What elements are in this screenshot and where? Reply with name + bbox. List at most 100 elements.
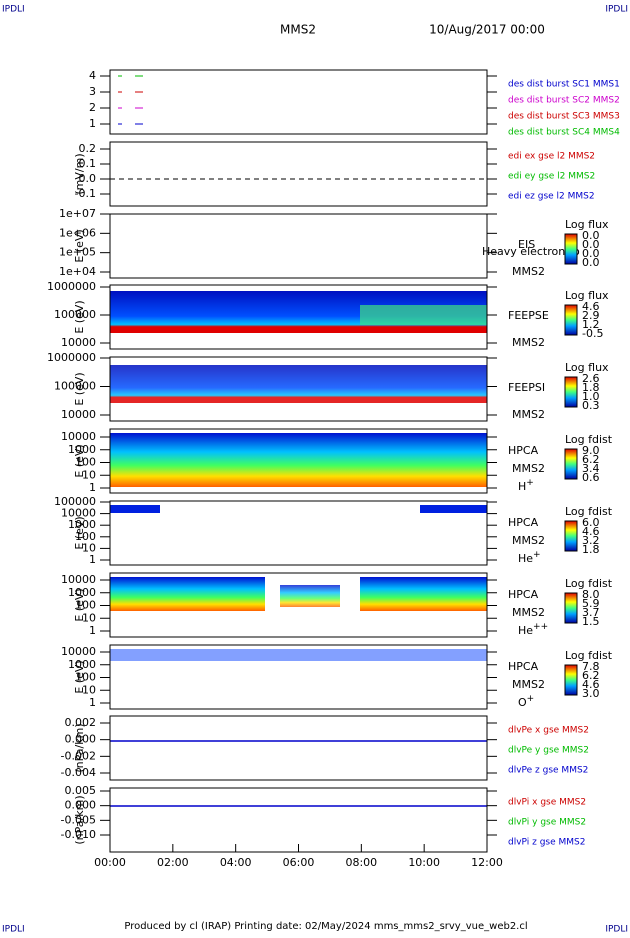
colorbar-label: -0.5 bbox=[582, 327, 603, 340]
probe: MMS2 bbox=[512, 606, 545, 619]
y-tick-label: -0.010 bbox=[61, 828, 96, 841]
y-tick-label: -0.1 bbox=[75, 187, 96, 200]
y-tick-label: 10 bbox=[82, 541, 96, 554]
x-tick-label: 12:00 bbox=[471, 856, 503, 869]
y-tick-label: 1000 bbox=[68, 443, 96, 456]
colorbar-title: Log fdist bbox=[565, 649, 613, 662]
colorbar-title: Log fdist bbox=[565, 577, 613, 590]
colorbar bbox=[564, 664, 578, 696]
corner: IPDLI bbox=[2, 925, 25, 935]
y-tick-label: 1 bbox=[89, 553, 96, 566]
colorbar-title: Log flux bbox=[565, 289, 609, 302]
y-tick-label: 0.1 bbox=[79, 157, 97, 170]
y-tick-label: 100 bbox=[75, 671, 96, 684]
colorbar-label: 3.4 bbox=[582, 462, 600, 475]
panel-frame bbox=[109, 356, 488, 422]
x-tick-label: 00:00 bbox=[94, 856, 126, 869]
colorbar-title: Log flux bbox=[565, 361, 609, 374]
y-tick-label: -0.004 bbox=[61, 766, 96, 779]
colorbar-label: 7.8 bbox=[582, 660, 600, 673]
ion-sup: + bbox=[527, 694, 535, 704]
colorbar-title: Log fdist bbox=[565, 505, 613, 518]
ion: H+ bbox=[518, 478, 534, 494]
y-tick-label: 100000 bbox=[54, 380, 96, 393]
spectrogram bbox=[280, 585, 340, 607]
colorbar-label: 2.9 bbox=[582, 309, 600, 322]
y-tick-label: 0.002 bbox=[65, 716, 97, 729]
instrument: HPCA bbox=[508, 660, 539, 673]
y-tick-label: 0.0 bbox=[79, 172, 97, 185]
probe: MMS2 bbox=[512, 534, 545, 547]
y-tick-label: 0.005 bbox=[65, 784, 97, 797]
y-tick-label: 0.000 bbox=[65, 799, 97, 812]
ion-base: He bbox=[518, 552, 533, 565]
instrument: FEEPSE bbox=[508, 309, 549, 322]
y-tick-label: 10 bbox=[82, 683, 96, 696]
spectrogram bbox=[110, 365, 487, 403]
colorbar-title: Log flux bbox=[565, 218, 609, 231]
legend-entry: dlvPe x gse MMS2 bbox=[508, 726, 589, 736]
colorbar-label: 2.6 bbox=[582, 372, 600, 385]
y-tick-label: 10000 bbox=[61, 408, 96, 421]
y-axis-label: E (eV) bbox=[73, 588, 86, 621]
spectrogram bbox=[110, 505, 160, 513]
legend-entry: des dist burst SC1 MMS1 bbox=[508, 80, 620, 90]
y-tick-label: 10000 bbox=[61, 336, 96, 349]
y-tick-label: 1 bbox=[89, 117, 96, 130]
colorbar-label: 5.9 bbox=[582, 597, 600, 610]
instrument: EIS bbox=[518, 238, 535, 251]
ion-base: O bbox=[518, 696, 527, 709]
y-tick-label: 1000 bbox=[68, 518, 96, 531]
corner: IPDLI bbox=[2, 5, 25, 15]
panel-frame bbox=[109, 500, 488, 566]
colorbar-label: 0.0 bbox=[582, 238, 600, 251]
ion-sup: ++ bbox=[533, 622, 548, 632]
colorbar-label: 4.6 bbox=[582, 300, 600, 313]
y-tick-label: 10000 bbox=[61, 430, 96, 443]
legend-entry: dlvPi z gse MMS2 bbox=[508, 838, 585, 848]
y-tick-label: 1000 bbox=[68, 658, 96, 671]
date: 10/Aug/2017 00:00 bbox=[429, 23, 545, 37]
corner: IPDLI bbox=[605, 925, 628, 935]
panel-frame bbox=[109, 787, 488, 853]
x-tick-label: 04:00 bbox=[220, 856, 252, 869]
spectrogram bbox=[110, 433, 487, 487]
colorbar bbox=[564, 376, 578, 408]
y-tick-label: 1e+04 bbox=[59, 265, 96, 278]
y-tick-label: 100 bbox=[75, 599, 96, 612]
instrument: HPCA bbox=[508, 588, 539, 601]
y-axis-label: (nPa/km) bbox=[73, 795, 86, 844]
legend-entry: des dist burst SC2 MMS2 bbox=[508, 96, 620, 106]
colorbar-label: 1.8 bbox=[582, 543, 600, 556]
colorbar-label: 8.0 bbox=[582, 588, 600, 601]
y-tick-label: 100 bbox=[75, 530, 96, 543]
x-tick-label: 08:00 bbox=[345, 856, 377, 869]
x-tick-label: 10:00 bbox=[408, 856, 440, 869]
legend-entry: edi ex gse l2 MMS2 bbox=[508, 152, 595, 162]
y-tick-label: 100000 bbox=[54, 495, 96, 508]
colorbar-title: Log fdist bbox=[565, 433, 613, 446]
probe: MMS2 bbox=[512, 408, 545, 421]
y-tick-label: 100000 bbox=[54, 308, 96, 321]
instrument: FEEPSI bbox=[508, 381, 545, 394]
y-tick-label: 4 bbox=[89, 69, 96, 82]
colorbar-label: 9.0 bbox=[582, 444, 600, 457]
y-tick-label: 100 bbox=[75, 456, 96, 469]
ion: He++ bbox=[518, 622, 548, 638]
y-tick-label: 1 bbox=[89, 696, 96, 709]
colorbar-label: 1.5 bbox=[582, 615, 600, 628]
panel-frame bbox=[109, 715, 488, 781]
spacecraft: MMS2 bbox=[280, 23, 316, 37]
y-axis-label: E (eV) bbox=[73, 300, 86, 333]
colorbar-label: 0.0 bbox=[582, 229, 600, 242]
colorbar-label: 0.3 bbox=[582, 399, 600, 412]
y-tick-label: 1000000 bbox=[47, 280, 96, 293]
colorbar-label: 6.2 bbox=[582, 669, 600, 682]
legend-entry: edi ey gse l2 MMS2 bbox=[508, 172, 595, 182]
y-tick-label: 1e+06 bbox=[59, 226, 96, 239]
probe: MMS2 bbox=[512, 336, 545, 349]
spectrogram bbox=[110, 649, 487, 661]
instrument: HPCA bbox=[508, 444, 539, 457]
ion-base: He bbox=[518, 624, 533, 637]
